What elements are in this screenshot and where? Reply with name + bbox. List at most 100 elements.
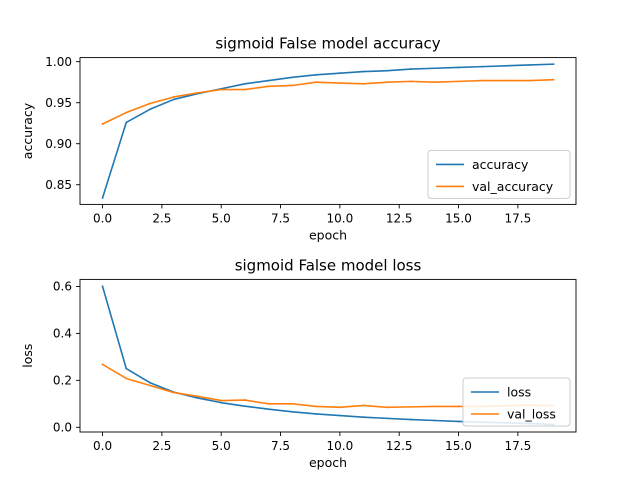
plot-frame [79,57,577,205]
data-point [386,417,389,420]
series-points-val_loss [101,363,555,409]
data-point [315,405,318,408]
data-point [244,399,246,401]
data-point [244,405,246,408]
data-point [125,367,128,370]
subplot-0: sigmoid False model accuracy 0.0 2.5 5.0 7.5… [20,35,577,242]
y-tick-label: 0.4 [53,327,72,341]
data-point [125,111,128,114]
data-point [244,88,246,91]
data-point [196,395,199,398]
chart-title: sigmoid False model accuracy [215,35,440,53]
data-point [457,80,460,83]
data-point [362,416,365,419]
series-line-accuracy [101,63,555,199]
data-point [338,406,341,409]
data-point [505,79,507,82]
data-point [267,408,270,411]
data-point [410,418,412,421]
legend: accuracy val_accuracy [427,149,571,199]
series-line-val_accuracy [101,78,555,126]
data-point [172,96,175,98]
x-axis: 0.0 2.5 5.0 7.5 10.0 12.5 15.0 17.5 [93,432,531,453]
legend: loss val_loss [462,377,571,427]
data-point [267,402,270,405]
x-tick-label: 7.5 [271,439,290,453]
data-point [172,98,175,101]
data-point [315,413,318,415]
data-point [481,65,484,68]
y-axis: 0.0 0.2 0.4 0.6 [53,280,80,435]
y-tick-label: 0.90 [45,137,72,151]
x-tick-label: 17.5 [505,211,532,225]
y-axis-label: accuracy [20,102,35,159]
data-point [433,67,436,70]
data-point [505,64,507,67]
data-point [457,405,460,408]
data-point [291,410,294,413]
x-tick-label: 12.5 [386,211,413,225]
data-point [101,363,104,366]
data-point [481,79,484,82]
data-point [196,91,199,94]
x-tick-label: 12.5 [386,439,413,453]
x-tick-label: 2.5 [152,439,171,453]
data-point [101,123,104,125]
y-tick-label: 0.85 [45,178,72,192]
data-point [552,63,555,66]
chart-title: sigmoid False model loss [235,256,422,274]
data-point [433,419,436,422]
data-point [410,68,412,70]
data-point [433,81,436,84]
x-axis: 0.0 2.5 5.0 7.5 10.0 12.5 15.0 17.5 [93,204,531,225]
x-tick-label: 10.0 [327,439,354,453]
data-point [315,73,318,76]
data-point [362,404,365,407]
y-tick-label: 0.6 [53,280,72,294]
data-point [528,64,531,66]
data-point [386,69,389,72]
data-point [125,121,128,124]
subplot-1: sigmoid False model loss 0.0 2.5 5.0 7.5 10.0… [20,256,577,470]
data-point [291,84,294,87]
data-point [267,85,270,88]
data-point [386,81,389,84]
x-tick-label: 7.5 [271,211,290,225]
data-point [410,80,412,83]
data-point [291,402,294,405]
legend-label-loss: loss [507,385,531,400]
data-point [172,391,175,394]
data-point [220,399,223,402]
legend-label-val_loss: val_loss [507,407,556,422]
x-tick-label: 0.0 [93,211,112,225]
data-point [410,405,412,408]
data-point [552,78,555,81]
y-tick-label: 0.95 [45,96,72,110]
data-point [220,401,223,404]
data-point [338,82,341,84]
x-tick-label: 10.0 [327,211,354,225]
y-tick-label: 0.0 [53,421,72,435]
data-point [125,377,128,380]
data-point [291,76,294,79]
y-tick-label: 1.00 [45,55,72,69]
legend-label-val_accuracy: val_accuracy [472,179,554,194]
data-point [433,405,436,408]
data-point [315,81,318,84]
data-point [101,196,104,199]
series-points-accuracy [101,63,555,199]
data-point [338,72,341,75]
data-point [362,70,365,73]
data-point [101,285,104,288]
series-points-val_accuracy [101,78,555,125]
data-point [457,66,460,69]
data-point [149,381,151,384]
data-point [457,420,460,423]
data-point [528,79,531,82]
data-point [244,82,246,85]
x-tick-label: 0.0 [93,439,112,453]
y-axis-label: loss [20,344,35,368]
data-point [338,414,341,417]
data-point [149,108,151,111]
